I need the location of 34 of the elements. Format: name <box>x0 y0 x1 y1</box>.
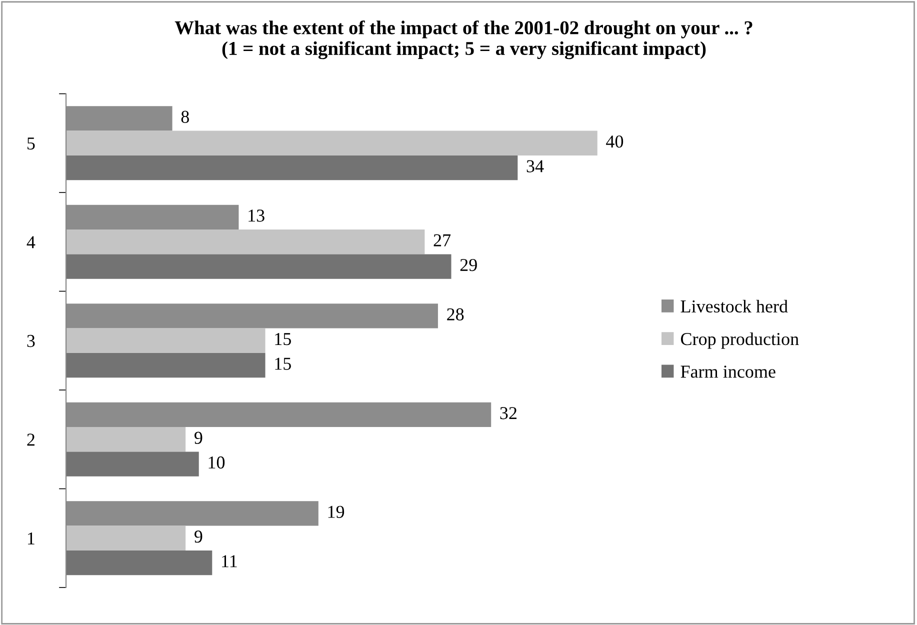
bar <box>66 352 266 378</box>
y-tick-label: 3 <box>27 334 35 348</box>
y-tick-label: 5 <box>27 138 35 150</box>
y-tick-label: 4 <box>26 236 36 248</box>
data-label: 32 <box>500 407 516 420</box>
bar <box>66 254 452 279</box>
y-tick-label: 2 <box>27 434 34 446</box>
y-tick-label: 1 <box>28 532 34 544</box>
bar <box>66 155 518 180</box>
bar <box>66 526 186 550</box>
data-label: 19 <box>328 506 344 518</box>
data-label: 27 <box>434 234 451 246</box>
data-label: 9 <box>194 432 202 444</box>
data-label: 15 <box>275 333 291 346</box>
chart-title: What was the extent of the impact of the 2001-02 drought on your ... ? (1 = not a significant impact; 5 = a very significant impact) <box>174 20 752 60</box>
data-label: 34 <box>526 160 544 172</box>
legend-label: Crop production <box>680 332 799 349</box>
data-label: 9 <box>194 530 202 543</box>
data-label: 8 <box>181 110 189 123</box>
bar <box>66 230 425 254</box>
data-label: 15 <box>275 358 291 370</box>
data-label: 10 <box>208 456 225 469</box>
data-label: 13 <box>248 210 264 222</box>
data-label: 29 <box>460 258 477 272</box>
data-label: 28 <box>447 308 464 320</box>
legend-label: Farm income <box>680 366 776 378</box>
data-label: 40 <box>606 135 624 148</box>
bar <box>66 427 186 452</box>
legend-label: Livestock herd <box>680 300 788 313</box>
data-label: 11 <box>222 555 237 568</box>
bar <box>66 452 199 476</box>
bar <box>66 130 598 156</box>
bar <box>66 550 212 576</box>
bar <box>66 328 266 353</box>
